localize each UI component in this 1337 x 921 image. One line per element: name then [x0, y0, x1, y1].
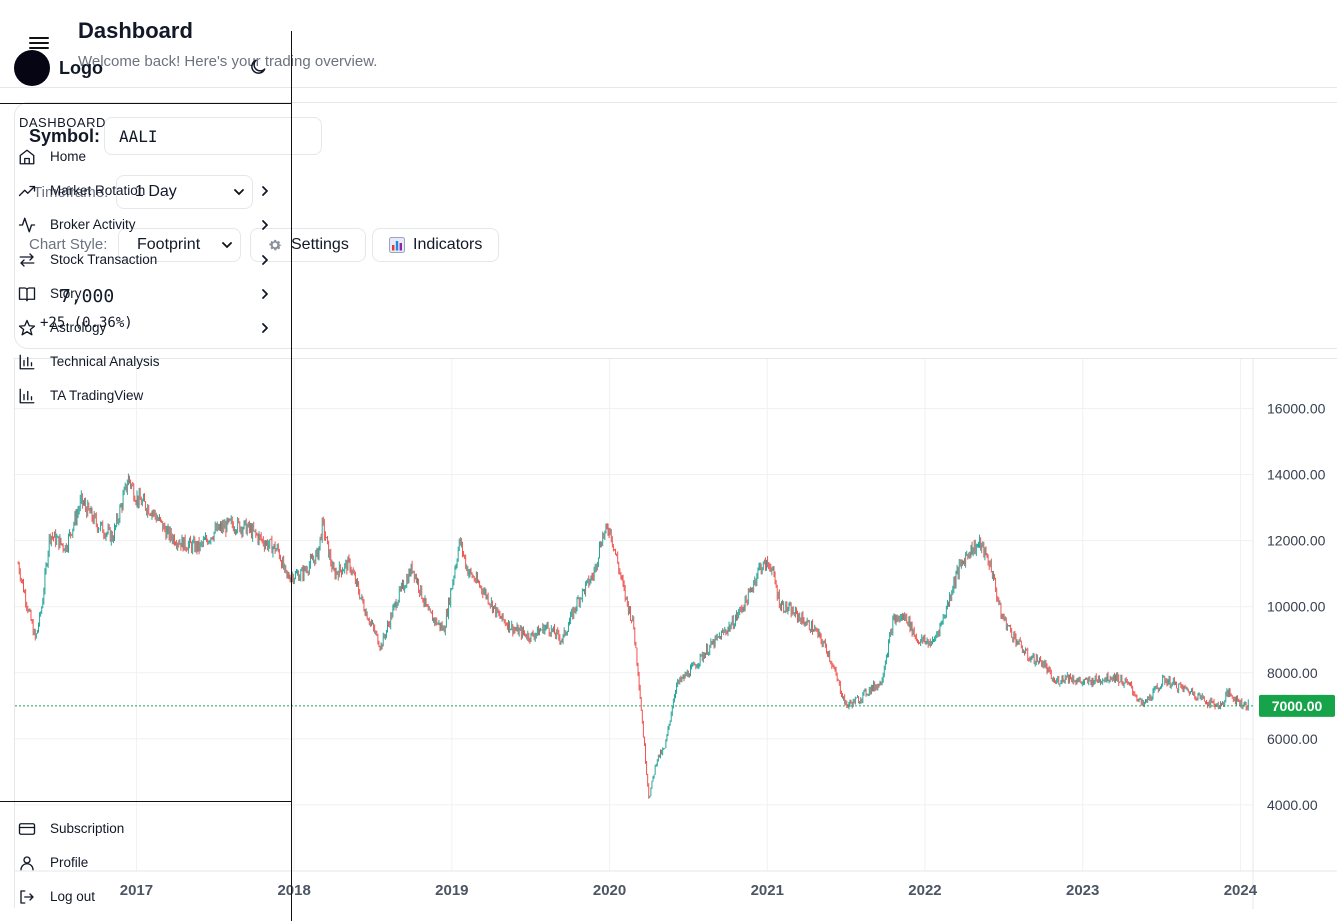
y-tick-label: 6000.00: [1267, 731, 1318, 747]
symbol-label: Symbol:: [29, 126, 101, 146]
price-chart[interactable]: 16000.00 14000.00 12000.00 10000.00 8000.00 6…: [14, 358, 1337, 909]
symbol-input[interactable]: [104, 117, 322, 155]
candlestick-chart-svg[interactable]: 16000.00 14000.00 12000.00 10000.00 8000.00 6…: [15, 359, 1337, 909]
y-tick-label: 4000.00: [1267, 797, 1318, 813]
current-price: 7,000: [60, 286, 115, 307]
logo-icon[interactable]: [14, 50, 50, 86]
sidebar-section-label: DASHBOARD: [19, 115, 106, 130]
logo-text[interactable]: Logo: [59, 58, 103, 78]
sidebar-item-astrology[interactable]: Astrology: [18, 315, 280, 341]
logout-icon: [20, 890, 34, 904]
chevron-right-icon: [262, 186, 268, 196]
sidebar-item-profile[interactable]: Profile: [18, 850, 280, 876]
sidebar-item-label: Astrology: [50, 320, 107, 335]
timeframe-value: 1 Day: [135, 183, 177, 200]
sidebar-border: [291, 31, 292, 921]
chart-style-label: Chart Style:: [29, 236, 108, 253]
price-change: +25 (0.36%): [40, 315, 133, 331]
user-icon: [20, 856, 34, 871]
x-tick-label: 2024: [1224, 882, 1258, 899]
chevron-down-icon: [222, 242, 232, 249]
sidebar-item-label: Technical Analysis: [50, 354, 160, 369]
sidebar-item-label: Broker Activity: [50, 217, 136, 232]
book-icon: [18, 287, 36, 302]
sidebar-item-label: Log out: [50, 889, 96, 904]
moon-icon[interactable]: [248, 57, 268, 77]
sidebar-item-label: Story: [50, 286, 82, 301]
sidebar-item-home[interactable]: Home: [18, 144, 280, 170]
star-icon: [18, 319, 36, 336]
trending-up-icon: [18, 185, 36, 197]
hamburger-menu-icon[interactable]: [28, 34, 50, 52]
activity-icon: [18, 217, 36, 233]
sidebar-item-label: Profile: [50, 855, 89, 870]
sidebar-item-label: TA TradingView: [50, 388, 144, 403]
x-tick-label: 2017: [120, 882, 153, 899]
y-tick-label: 12000.00: [1267, 533, 1326, 549]
indicators-button-label: Indicators: [413, 236, 483, 253]
swap-icon: [19, 253, 35, 267]
page-subtitle: Welcome back! Here's your trading overvi…: [78, 53, 378, 70]
x-tick-label: 2023: [1066, 882, 1099, 899]
sidebar-item-label: Subscription: [50, 821, 125, 836]
card-icon: [18, 823, 36, 835]
bar-chart-color-icon: [389, 237, 405, 253]
chevron-right-icon: [262, 289, 268, 299]
x-tick-label: 2019: [435, 882, 468, 899]
sidebar-item-stock-transaction[interactable]: Stock Transaction: [18, 247, 280, 273]
y-tick-label: 10000.00: [1267, 599, 1326, 615]
x-tick-label: 2022: [908, 882, 941, 899]
page-title: Dashboard: [78, 18, 193, 43]
page-header: Dashboard Welcome back! Here's your trad…: [0, 0, 1337, 88]
sidebar-item-label: Home: [50, 149, 87, 164]
home-icon: [19, 149, 35, 165]
settings-button[interactable]: Settings: [250, 228, 366, 262]
sidebar-item-broker-activity[interactable]: Broker Activity: [18, 212, 280, 238]
y-tick-label: 14000.00: [1267, 467, 1326, 483]
timeframe-select[interactable]: 1 Day: [116, 175, 253, 209]
sidebar-divider-bottom: [0, 801, 291, 802]
current-price-badge: [1259, 694, 1335, 717]
sidebar-item-market-rotation[interactable]: Market Rotation: [18, 178, 280, 204]
sidebar-item-log-out[interactable]: Log out: [18, 884, 280, 910]
bar-chart-icon: [19, 388, 35, 404]
chevron-down-icon: [234, 189, 244, 196]
x-tick-label: 2020: [593, 882, 626, 899]
gear-icon: [269, 239, 282, 251]
bar-chart-icon: [19, 354, 35, 370]
sidebar-item-technical-analysis[interactable]: Technical Analysis: [18, 349, 280, 375]
chart-style-select[interactable]: Footprint: [118, 228, 241, 262]
sidebar-item-subscription[interactable]: Subscription: [18, 816, 280, 842]
chart-style-value: Footprint: [137, 236, 201, 253]
chevron-right-icon: [262, 220, 268, 230]
sidebar-item-label: Market Rotation: [50, 183, 146, 198]
sidebar-item-label: Stock Transaction: [50, 252, 158, 267]
x-tick-label: 2018: [277, 882, 310, 899]
chevron-right-icon: [262, 323, 268, 333]
sidebar-item-ta-tradingview[interactable]: TA TradingView: [18, 383, 280, 409]
indicators-button[interactable]: Indicators: [372, 228, 500, 262]
current-price-label: 7000.00: [1272, 698, 1323, 714]
sidebar-divider-top: [0, 103, 291, 104]
x-tick-label: 2021: [751, 882, 784, 899]
settings-button-label: Settings: [291, 236, 349, 253]
timeframe-label: Timeframe:: [33, 184, 109, 201]
chevron-right-icon: [262, 255, 268, 265]
y-tick-label: 8000.00: [1267, 665, 1318, 681]
sidebar-item-story[interactable]: Story: [18, 281, 280, 307]
y-tick-label: 16000.00: [1267, 401, 1326, 417]
